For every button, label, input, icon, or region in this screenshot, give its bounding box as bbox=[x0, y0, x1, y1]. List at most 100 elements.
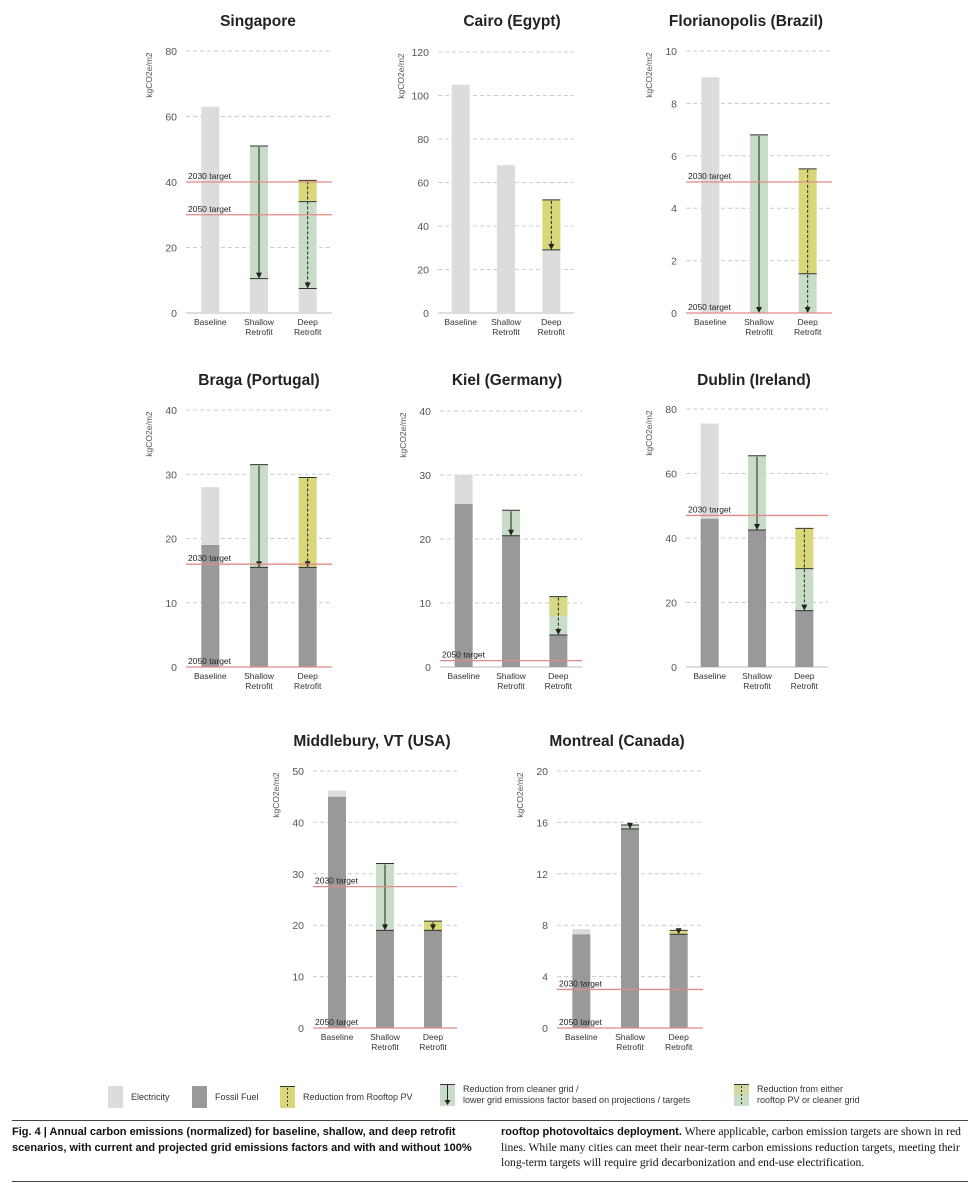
x-tick-label: Shallow bbox=[244, 671, 275, 681]
y-tick-label: 0 bbox=[171, 308, 177, 320]
y-tick-label: 20 bbox=[165, 534, 177, 546]
target-label: 2030 target bbox=[559, 978, 603, 988]
x-tick-label: Shallow bbox=[615, 1032, 646, 1042]
reduction-arrow-head bbox=[555, 629, 562, 635]
bar-electricity bbox=[250, 278, 268, 313]
bar-electricity bbox=[701, 77, 720, 313]
y-tick-label: 20 bbox=[665, 598, 677, 610]
bar-electricity bbox=[201, 106, 220, 313]
y-tick-label: 10 bbox=[165, 598, 177, 610]
x-tick-label: Retrofit bbox=[497, 681, 525, 691]
bar-fossil bbox=[572, 934, 591, 1028]
bar-grid-reduction bbox=[298, 201, 317, 289]
bar-pv-reduction bbox=[542, 199, 561, 250]
legend-item-grid: Reduction from cleaner grid / lower grid… bbox=[440, 1084, 690, 1106]
chart-title: Singapore bbox=[220, 13, 296, 30]
bar-electricity bbox=[572, 929, 591, 935]
y-tick-label: 60 bbox=[417, 178, 429, 190]
y-axis-label: kgCO2e/m2 bbox=[144, 411, 154, 457]
x-tick-label: Retrofit bbox=[665, 1042, 693, 1052]
legend-label: Fossil Fuel bbox=[215, 1092, 259, 1102]
target-label: 2050 target bbox=[188, 656, 232, 666]
bar-fossil bbox=[748, 529, 766, 667]
chart-title: Kiel (Germany) bbox=[452, 372, 562, 389]
x-tick-label: Deep bbox=[298, 317, 319, 327]
y-tick-label: 8 bbox=[671, 98, 677, 110]
chart-title: Montreal (Canada) bbox=[549, 733, 684, 750]
target-label: 2050 target bbox=[559, 1017, 603, 1027]
y-axis-label: kgCO2e/m2 bbox=[271, 772, 281, 818]
x-tick-label: Shallow bbox=[496, 671, 527, 681]
x-tick-label: Retrofit bbox=[294, 327, 322, 337]
bar-either-overlay bbox=[549, 596, 568, 616]
y-tick-label: 0 bbox=[298, 1023, 304, 1035]
y-tick-label: 4 bbox=[671, 203, 677, 215]
chart-panel-0: Singapore kgCO2e/m2 0 20 40 60 80 Baseline Shall… bbox=[144, 13, 332, 337]
grid-swatch bbox=[440, 1084, 455, 1106]
chart-title: Braga (Portugal) bbox=[198, 372, 319, 389]
y-tick-label: 0 bbox=[671, 662, 677, 674]
x-tick-label: Deep bbox=[794, 671, 815, 681]
bar-electricity bbox=[497, 165, 515, 313]
reduction-arrow-head bbox=[430, 924, 436, 931]
y-tick-label: 40 bbox=[665, 533, 677, 545]
target-label: 2050 target bbox=[315, 1017, 359, 1027]
y-tick-label: 20 bbox=[417, 265, 429, 277]
y-tick-label: 40 bbox=[292, 817, 304, 829]
y-axis-label: kgCO2e/m2 bbox=[144, 52, 154, 98]
y-tick-label: 20 bbox=[165, 243, 177, 255]
bar-fossil bbox=[250, 567, 268, 667]
bar-fossil bbox=[298, 567, 317, 667]
y-tick-label: 0 bbox=[542, 1023, 548, 1035]
bar-grid-reduction bbox=[798, 273, 817, 313]
y-tick-label: 10 bbox=[665, 46, 677, 58]
y-tick-label: 30 bbox=[165, 469, 177, 481]
x-tick-label: Retrofit bbox=[616, 1042, 644, 1052]
x-tick-label: Shallow bbox=[370, 1032, 401, 1042]
x-tick-label: Baseline bbox=[565, 1032, 598, 1042]
y-tick-label: 60 bbox=[165, 112, 177, 124]
x-tick-label: Deep bbox=[423, 1032, 444, 1042]
reduction-arrow-head bbox=[627, 822, 633, 829]
y-tick-label: 80 bbox=[665, 404, 677, 416]
y-tick-label: 120 bbox=[411, 47, 429, 59]
reduction-arrow-head bbox=[756, 307, 762, 313]
bar-pv-reduction bbox=[298, 477, 317, 568]
chart-panel-3: Braga (Portugal) kgCO2e/m2 0 10 20 30 40 Baseli… bbox=[144, 372, 332, 691]
chart-panel-1: Cairo (Egypt) kgCO2e/m2 0 20 40 60 80 100 120 Bas… bbox=[396, 13, 574, 337]
reduction-arrow-head bbox=[304, 282, 311, 289]
y-tick-label: 100 bbox=[411, 91, 429, 103]
x-tick-label: Retrofit bbox=[791, 681, 819, 691]
target-label: 2030 target bbox=[688, 171, 732, 181]
x-tick-label: Baseline bbox=[693, 671, 726, 681]
y-tick-label: 12 bbox=[536, 869, 548, 881]
y-tick-label: 20 bbox=[536, 766, 548, 778]
x-tick-label: Deep bbox=[669, 1032, 690, 1042]
target-label: 2030 target bbox=[188, 171, 232, 181]
caption-body: Where applicable, carbon emission target… bbox=[501, 1125, 961, 1169]
bar-fossil bbox=[376, 930, 394, 1028]
y-tick-label: 30 bbox=[292, 869, 304, 881]
reduction-arrow-head bbox=[382, 924, 388, 931]
chart-title: Dublin (Ireland) bbox=[697, 372, 811, 389]
x-tick-label: Retrofit bbox=[492, 327, 520, 337]
bar-fossil bbox=[700, 518, 719, 667]
reduction-arrow-head bbox=[508, 529, 514, 536]
y-tick-label: 80 bbox=[165, 46, 177, 58]
legend-item-electricity: Electricity bbox=[108, 1086, 170, 1108]
y-tick-label: 40 bbox=[165, 177, 177, 189]
x-tick-label: Deep bbox=[798, 317, 819, 327]
bar-fossil bbox=[795, 610, 814, 667]
y-tick-label: 4 bbox=[542, 972, 548, 984]
x-tick-label: Shallow bbox=[244, 317, 275, 327]
y-tick-label: 60 bbox=[665, 469, 677, 481]
chart-panel-5: Dublin (Ireland) kgCO2e/m2 0 20 40 60 80 Baseli… bbox=[644, 372, 828, 691]
x-tick-label: Shallow bbox=[742, 671, 773, 681]
figure-caption: Fig. 4 | Annual carbon emissions (normal… bbox=[12, 1124, 968, 1180]
pv-swatch bbox=[280, 1086, 295, 1108]
legend-item-either: Reduction from either rooftop PV or clea… bbox=[734, 1084, 860, 1106]
x-tick-label: Baseline bbox=[321, 1032, 354, 1042]
bar-pv-reduction bbox=[795, 528, 814, 569]
y-tick-label: 16 bbox=[536, 817, 548, 829]
bar-fossil bbox=[201, 544, 220, 667]
